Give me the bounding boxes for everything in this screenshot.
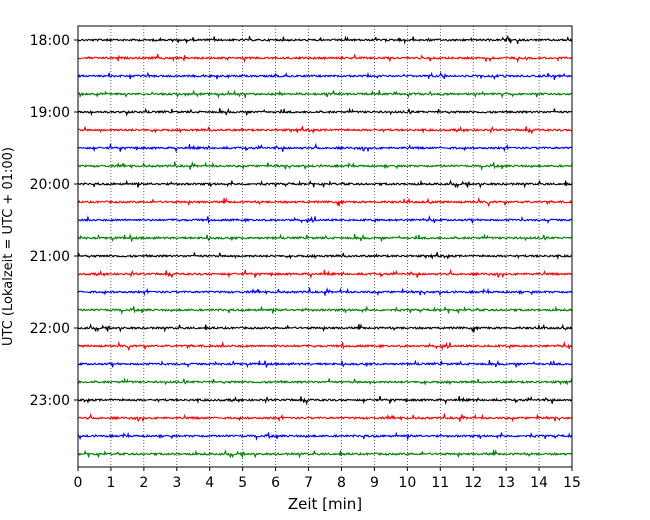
trace-2045 [77,233,573,242]
x-tick-label: 2 [139,475,148,491]
x-tick-label: 3 [172,475,181,491]
x-tick-label: 11 [431,475,449,491]
trace-1930 [77,142,573,154]
trace-1830 [77,71,573,81]
x-tick-label: 12 [464,475,482,491]
grid-lines [110,26,540,467]
y-tick-label: 18:00 [30,33,70,49]
trace-2000 [77,179,573,189]
trace-2245 [77,377,573,386]
x-tick-label: 6 [271,475,280,491]
x-tick-label: 10 [398,475,416,491]
trace-1815 [77,53,573,64]
trace-1900 [77,107,573,117]
y-tick-label: 21:00 [30,249,70,265]
trace-1945 [78,160,573,171]
seismogram-traces [77,35,573,459]
x-tick-label: 0 [74,475,83,491]
trace-2215 [77,340,573,352]
y-tick-label: 19:00 [30,105,70,121]
x-tick-label: 15 [563,475,581,491]
x-tick-label: 8 [337,475,346,491]
x-tick-label: 4 [205,475,214,491]
trace-2330 [77,431,573,441]
x-tick-label: 9 [370,475,379,491]
x-tick-label: 7 [304,475,313,491]
y-tick-label: 20:00 [30,177,70,193]
x-tick-label: 1 [106,475,115,491]
trace-2200 [77,323,573,333]
trace-1845 [77,89,573,99]
trace-2115 [77,268,573,280]
trace-2300 [77,395,573,406]
plot-frame [77,25,573,468]
trace-2345 [78,449,573,459]
trace-2230 [77,359,573,369]
trace-2015 [77,196,573,208]
trace-1800 [77,35,573,45]
y-tick-label: 22:00 [30,321,70,337]
trace-2145 [77,305,573,315]
x-tick-label: 14 [530,475,548,491]
x-tick-label: 5 [238,475,247,491]
trace-1915 [77,126,573,135]
x-axis-ticks: 0 1 2 3 4 5 6 7 8 9 10 11 12 13 14 15 [74,467,581,491]
y-tick-label: 23:00 [30,393,70,409]
trace-2130 [77,286,573,297]
x-axis-label: Zeit [min] [288,495,362,513]
trace-2315 [77,412,573,423]
x-tick-label: 13 [497,475,515,491]
trace-2100 [77,252,573,261]
y-axis-ticks: 18:00 19:00 20:00 21:00 22:00 23:00 [30,33,78,409]
y-axis-label: UTC (Lokalzeit = UTC + 01:00) [1,147,16,346]
trace-2030 [77,215,572,225]
